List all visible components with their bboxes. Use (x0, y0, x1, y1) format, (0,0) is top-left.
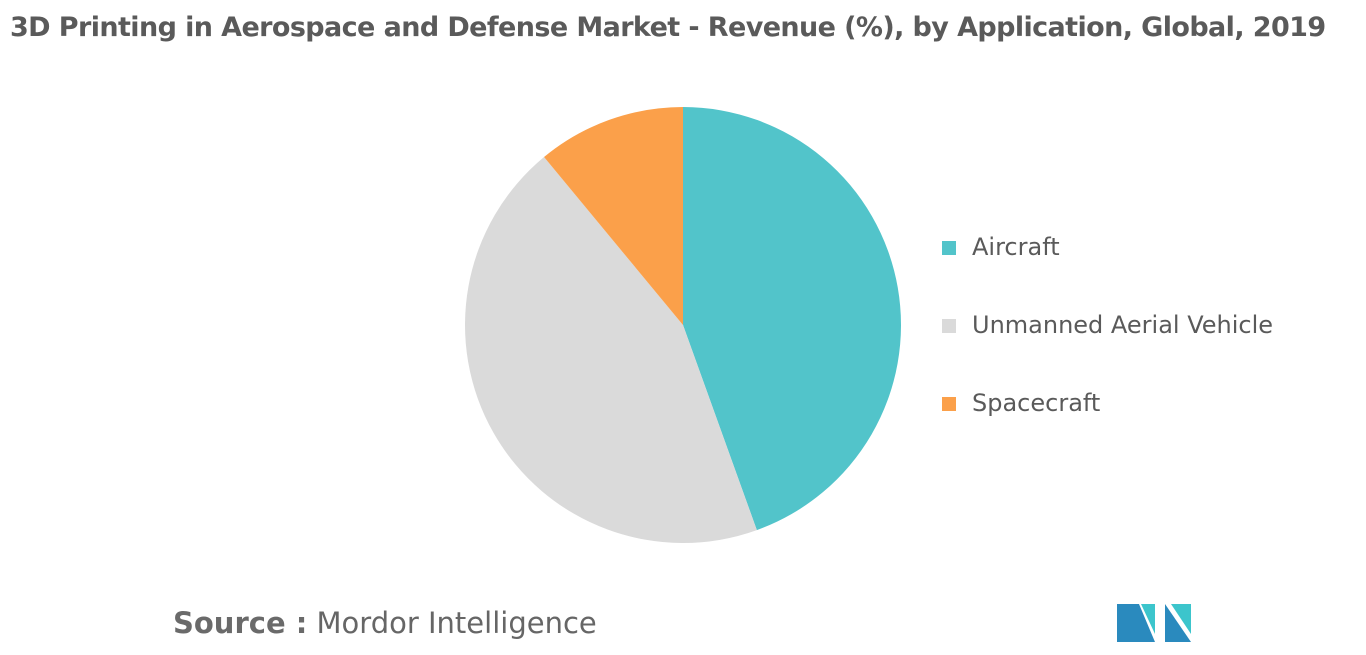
legend-swatch (942, 319, 956, 333)
pie-slice-aircraft (683, 107, 901, 531)
logo-mark-right-dark (1165, 604, 1191, 642)
logo-mark-center (1141, 604, 1155, 634)
legend-item-aircraft: Aircraft (942, 230, 1273, 308)
logo-mark-left (1117, 604, 1155, 642)
legend-swatch (942, 241, 956, 255)
legend-label: Unmanned Aerial Vehicle (972, 311, 1274, 339)
pie-slice-spacecraft (544, 107, 683, 325)
chart-legend: Aircraft Unmanned Aerial Vehicle Spacecr… (942, 230, 1273, 464)
source-text: Mordor Intelligence (316, 606, 597, 640)
legend-item-unmanned-aerial-vehicle: Unmanned Aerial Vehicle (942, 308, 1273, 386)
source-prefix: Source : (173, 606, 308, 640)
mordor-intelligence-logo-icon (1117, 604, 1191, 642)
source-note: Source : Mordor Intelligence (173, 606, 597, 640)
legend-swatch (942, 397, 956, 411)
chart-title: 3D Printing in Aerospace and Defense Mar… (10, 12, 1326, 43)
legend-label: Aircraft (972, 233, 1060, 261)
pie-slice-unmanned-aerial-vehicle (464, 157, 757, 543)
logo-mark-right-light (1171, 604, 1191, 634)
legend-label: Spacecraft (972, 389, 1101, 417)
legend-item-spacecraft: Spacecraft (942, 386, 1273, 464)
